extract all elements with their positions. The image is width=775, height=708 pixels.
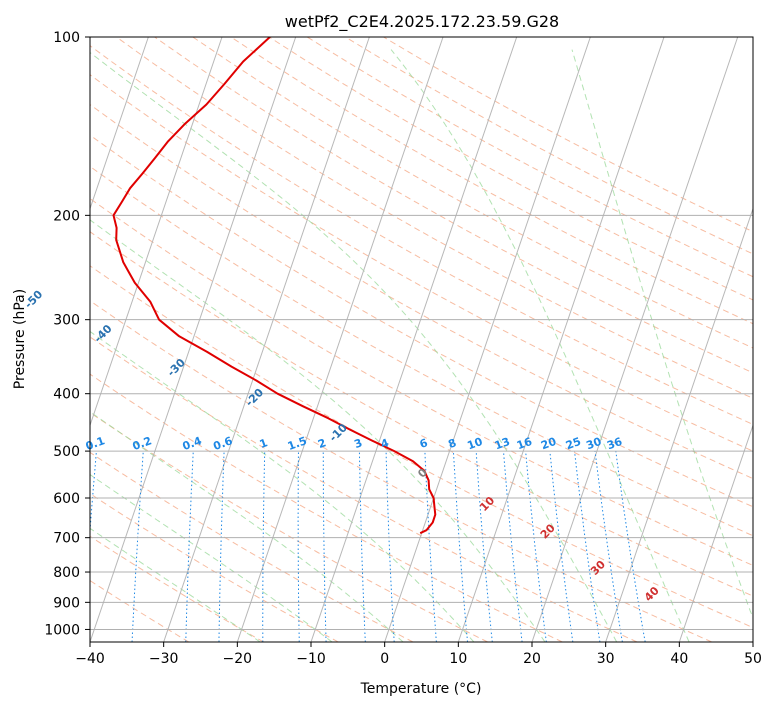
- mixing-ratio-label: 0.2: [131, 434, 154, 453]
- mixing-ratio-label: 13: [493, 435, 512, 452]
- chart-title: wetPf2_C2E4.2025.172.23.59.G28: [285, 12, 559, 32]
- dry-adiabat: [90, 134, 753, 508]
- isotherm: [163, 37, 370, 642]
- y-tick-label: 600: [53, 491, 80, 507]
- y-tick-label: 700: [53, 531, 80, 547]
- mixing-ratio-line: [549, 451, 574, 642]
- dry-adiabat: [90, 373, 563, 642]
- mixing-ratio-label: 25: [564, 435, 583, 452]
- dry-adiabat: [90, 165, 753, 537]
- mixing-ratio-label: 30: [584, 435, 603, 453]
- mixing-ratio-label: 8: [446, 436, 458, 451]
- mixing-ratio-label: 1.5: [286, 434, 309, 453]
- isotherm: [605, 207, 753, 642]
- mixing-ratio-label: 36: [605, 435, 624, 453]
- dry-adiabat: [90, 265, 753, 629]
- x-axis: −40 −30 −20 −10 0 10 20 30 40 50: [75, 642, 762, 667]
- x-tick-label: 40: [670, 651, 688, 667]
- mixing-ratio-line: [574, 451, 601, 642]
- grid-lines: [90, 37, 753, 642]
- mixing-ratio-label: 2: [316, 436, 328, 451]
- mixing-ratio-label: 6: [418, 436, 430, 451]
- mixing-ratio-label: 0.6: [212, 434, 235, 453]
- mixing-ratio-label: 16: [515, 435, 534, 453]
- isotherm: [236, 37, 444, 642]
- dry-adiabat: [90, 580, 190, 642]
- mixing-ratio-line: [615, 451, 646, 642]
- mixing-ratio-label: 1: [258, 436, 270, 451]
- mixing-ratio-line: [452, 451, 468, 642]
- dry-adiabat: [90, 412, 488, 642]
- dry-adiabat: [230, 37, 753, 325]
- isotherm: [90, 37, 149, 211]
- isotherm: [457, 37, 665, 642]
- temperature-profile: [112, 37, 437, 535]
- mixing-ratio-label: 3: [352, 436, 364, 451]
- x-tick-label: 0: [380, 651, 389, 667]
- isotherm: [90, 37, 297, 642]
- x-tick-label: −10: [296, 651, 326, 667]
- y-axis: 100 200 300 400 500 600 700 800 900 1000: [44, 30, 90, 638]
- dry-adiabat: [90, 231, 753, 597]
- mixing-ratio-label: 20: [539, 435, 558, 453]
- x-tick-label: −20: [223, 651, 253, 667]
- isotherm: [310, 37, 518, 642]
- isotherm: [90, 37, 223, 427]
- y-tick-label: 400: [53, 387, 80, 403]
- y-tick-label: 300: [53, 313, 80, 329]
- mixing-ratio-line: [503, 451, 523, 642]
- isotherm: [678, 423, 753, 642]
- mixing-ratio-label: 4: [379, 436, 391, 451]
- moist-adiabat: [90, 51, 618, 642]
- moist-adiabat: [90, 411, 404, 642]
- y-axis-label: Pressure (hPa): [12, 289, 28, 389]
- mixing-ratio-label: 10: [466, 435, 485, 453]
- mixing-ratio-line: [525, 451, 547, 642]
- y-tick-label: 900: [53, 595, 80, 611]
- y-tick-label: 200: [53, 208, 80, 224]
- mixing-ratio-line: [594, 451, 623, 642]
- plot-frame: [89, 36, 754, 643]
- x-tick-label: −40: [75, 651, 105, 667]
- mixing-ratio-line: [475, 451, 493, 642]
- mixing-ratio-label: 0.4: [181, 434, 204, 453]
- y-tick-label: 1000: [44, 622, 80, 638]
- dry-adiabat: [90, 300, 712, 642]
- dry-adiabat: [90, 197, 753, 567]
- dry-adiabat: [90, 45, 753, 425]
- y-tick-label: 100: [53, 30, 80, 46]
- dry-adiabat: [90, 336, 638, 642]
- x-tick-label: 50: [744, 651, 762, 667]
- x-tick-label: 10: [449, 651, 467, 667]
- moist-adiabat: [571, 49, 753, 620]
- dry-adiabat: [116, 37, 753, 399]
- isotherm: [531, 37, 739, 642]
- x-tick-label: 30: [597, 651, 615, 667]
- x-tick-label: −30: [149, 651, 179, 667]
- dry-adiabat: [90, 535, 264, 642]
- y-tick-label: 500: [53, 444, 80, 460]
- x-tick-label: 20: [523, 651, 541, 667]
- x-axis-label: Temperature (°C): [360, 681, 482, 697]
- profile-lines: [112, 37, 437, 535]
- mixing-ratio-line: [90, 451, 97, 537]
- y-tick-label: 800: [53, 565, 80, 581]
- background-lines: [90, 37, 753, 642]
- moist-adiabat: [90, 219, 546, 642]
- isotherm: [384, 37, 591, 642]
